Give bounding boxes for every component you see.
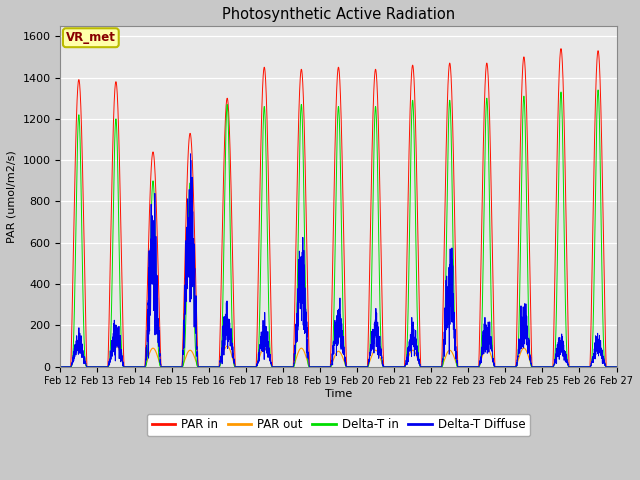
Delta-T in xyxy=(495,364,502,370)
PAR out xyxy=(612,364,620,370)
Delta-T Diffuse xyxy=(612,364,620,370)
Text: VR_met: VR_met xyxy=(66,31,116,44)
Legend: PAR in, PAR out, Delta-T in, Delta-T Diffuse: PAR in, PAR out, Delta-T in, Delta-T Dif… xyxy=(147,414,530,436)
Delta-T in xyxy=(56,364,64,370)
PAR in xyxy=(318,364,326,370)
Delta-T in xyxy=(594,87,602,93)
Line: Delta-T Diffuse: Delta-T Diffuse xyxy=(60,154,616,367)
Y-axis label: PAR (umol/m2/s): PAR (umol/m2/s) xyxy=(7,150,17,243)
Delta-T in xyxy=(463,364,471,370)
PAR out xyxy=(612,364,620,370)
Delta-T Diffuse xyxy=(612,364,620,370)
PAR out xyxy=(157,362,164,368)
Delta-T in xyxy=(156,363,164,369)
PAR out xyxy=(433,364,440,370)
PAR in xyxy=(433,364,440,370)
Line: PAR out: PAR out xyxy=(60,345,616,367)
PAR in xyxy=(612,364,620,370)
PAR in xyxy=(557,46,564,51)
PAR in xyxy=(56,364,64,370)
Delta-T Diffuse xyxy=(495,364,502,370)
Delta-T Diffuse xyxy=(318,364,326,370)
PAR in xyxy=(463,364,471,370)
PAR in xyxy=(156,343,164,349)
Delta-T in xyxy=(612,364,620,370)
PAR in xyxy=(495,364,502,370)
Delta-T in xyxy=(612,364,620,370)
PAR out xyxy=(463,364,471,370)
PAR out xyxy=(56,364,64,370)
PAR out xyxy=(75,342,83,348)
X-axis label: Time: Time xyxy=(325,389,352,399)
Line: Delta-T in: Delta-T in xyxy=(60,90,616,367)
PAR out xyxy=(318,364,326,370)
PAR in xyxy=(612,364,620,370)
Line: PAR in: PAR in xyxy=(60,48,616,367)
Delta-T Diffuse xyxy=(56,364,64,370)
Delta-T in xyxy=(318,364,326,370)
Delta-T Diffuse xyxy=(156,357,164,362)
Delta-T Diffuse xyxy=(463,364,471,370)
PAR out xyxy=(495,364,502,370)
Delta-T in xyxy=(433,364,440,370)
Delta-T Diffuse xyxy=(433,364,440,370)
Title: Photosynthetic Active Radiation: Photosynthetic Active Radiation xyxy=(222,7,455,22)
Delta-T Diffuse xyxy=(187,151,195,157)
